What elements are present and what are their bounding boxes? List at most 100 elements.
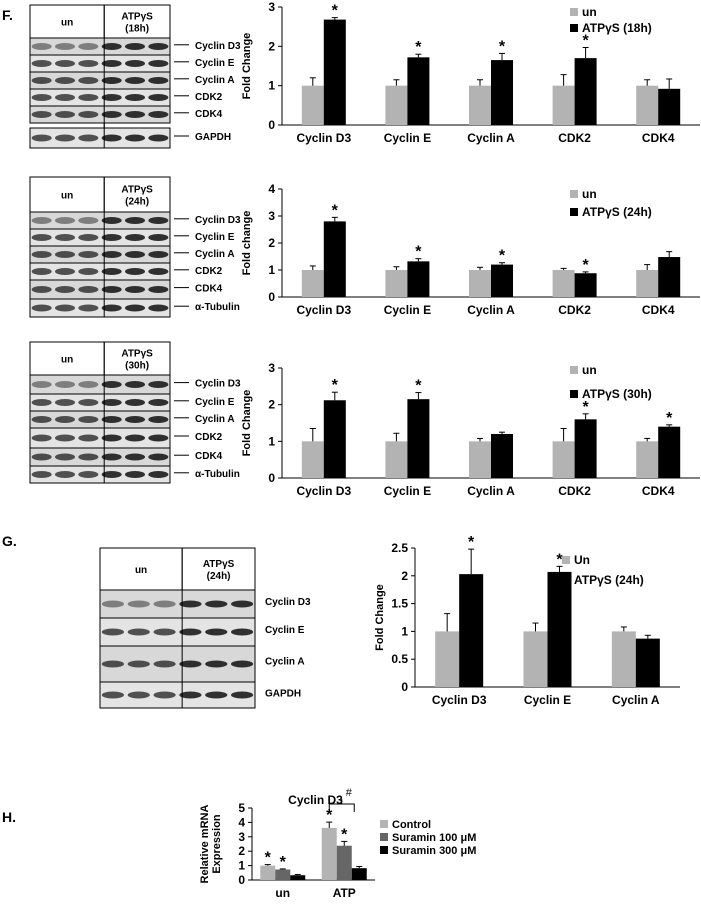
blot-band	[55, 399, 75, 406]
bar	[552, 441, 575, 478]
blot-control: un	[61, 191, 73, 202]
x-tick-label: Cyclin E	[384, 131, 431, 145]
bar	[336, 845, 352, 880]
blot-band	[148, 77, 169, 84]
bar	[323, 221, 346, 297]
blot-band	[31, 43, 52, 50]
bar	[611, 631, 636, 687]
blot-band	[101, 660, 124, 668]
legend-label: Suramin 100 μM	[392, 832, 476, 844]
blot-band	[101, 453, 122, 461]
blot-band	[31, 453, 52, 461]
blot-band	[101, 399, 122, 406]
blot-band	[148, 134, 169, 142]
legend-swatch	[570, 208, 578, 216]
blot-lane	[99, 617, 256, 647]
error-bar	[415, 53, 422, 58]
y-tick-label: 0	[401, 680, 408, 694]
blot-band	[31, 399, 52, 406]
y-tick-label: 0.5	[391, 652, 408, 666]
y-tick-label: 3	[268, 361, 275, 375]
bar	[635, 638, 660, 687]
bar	[552, 85, 575, 125]
blot-band	[153, 691, 176, 699]
legend-label: Suramin 300 μM	[392, 845, 476, 857]
blot-band	[101, 600, 124, 608]
blot-band	[231, 600, 254, 608]
significance-mark: *	[280, 854, 287, 871]
bar	[491, 264, 513, 297]
legend-swatch	[570, 390, 578, 398]
blot-lane	[99, 681, 256, 709]
bar	[260, 865, 276, 880]
blot-band	[125, 60, 145, 67]
bar	[658, 257, 681, 297]
error-bar	[415, 392, 422, 400]
blot-band-label: Cyclin A	[195, 249, 235, 260]
error-bar	[582, 47, 589, 59]
error-bar	[499, 262, 505, 265]
x-tick-label: CDK2	[558, 303, 591, 317]
blot-band	[78, 217, 99, 224]
error-bar	[644, 264, 651, 270]
blot-band	[55, 251, 75, 258]
blot-band	[148, 453, 169, 461]
blot-band	[125, 217, 145, 224]
legend-label: un	[582, 5, 597, 19]
blot-band	[31, 416, 52, 423]
bar	[523, 631, 548, 687]
blot-lane	[29, 465, 171, 484]
y-axis-label: Fold Change	[241, 33, 253, 100]
x-tick-label: Cyclin A	[612, 693, 660, 707]
blot-band	[101, 94, 122, 101]
legend-label: un	[582, 363, 597, 377]
bar	[385, 85, 408, 125]
error-bar	[309, 77, 316, 86]
blot-band	[78, 286, 99, 293]
blot-band	[125, 134, 145, 142]
legend-swatch	[570, 190, 578, 198]
blot-lane	[29, 105, 171, 124]
error-bar	[620, 626, 627, 632]
blot-band	[127, 660, 150, 668]
error-bar	[331, 216, 338, 222]
bar	[351, 868, 367, 880]
error-bar	[326, 821, 333, 828]
bar	[491, 60, 513, 125]
x-tick-label: CDK4	[642, 484, 675, 498]
blot-band	[101, 43, 122, 50]
error-bar	[393, 79, 400, 86]
blot-band	[78, 381, 99, 388]
blot-band	[78, 60, 99, 67]
significance-mark: *	[582, 33, 589, 50]
blot-band	[55, 286, 75, 293]
y-tick-label: 2	[238, 844, 245, 858]
significance-mark: *	[499, 38, 506, 55]
blot-band-label: GAPDH	[265, 688, 301, 699]
x-tick-label: CDK4	[642, 303, 675, 317]
bar	[491, 434, 513, 478]
bar	[301, 441, 324, 478]
y-tick-label: 1.5	[391, 597, 408, 611]
blot-band-label: GAPDH	[195, 132, 231, 143]
blot-band-label: CDK4	[195, 109, 223, 120]
legend-label: ATPγS (18h)	[582, 21, 652, 35]
blot-band	[148, 43, 169, 50]
blot-band	[231, 628, 254, 636]
significance-mark: *	[332, 202, 339, 219]
blot-band	[125, 286, 145, 293]
legend-label: ATPγS (24h)	[574, 573, 644, 587]
error-bar	[393, 432, 400, 442]
blot-time: (30h)	[125, 361, 149, 372]
legend-label: un	[582, 187, 597, 201]
blot-band	[101, 434, 122, 442]
y-axis-label: Fold Change	[241, 390, 253, 457]
blot-band-label: Cyclin A	[195, 414, 235, 425]
blot-band	[125, 94, 145, 101]
blot-control: un	[61, 355, 73, 366]
blot-band	[127, 628, 150, 636]
blot-band	[55, 268, 75, 275]
blot-band	[148, 217, 169, 224]
blot-band	[148, 416, 169, 423]
panel-label: H.	[2, 809, 16, 825]
